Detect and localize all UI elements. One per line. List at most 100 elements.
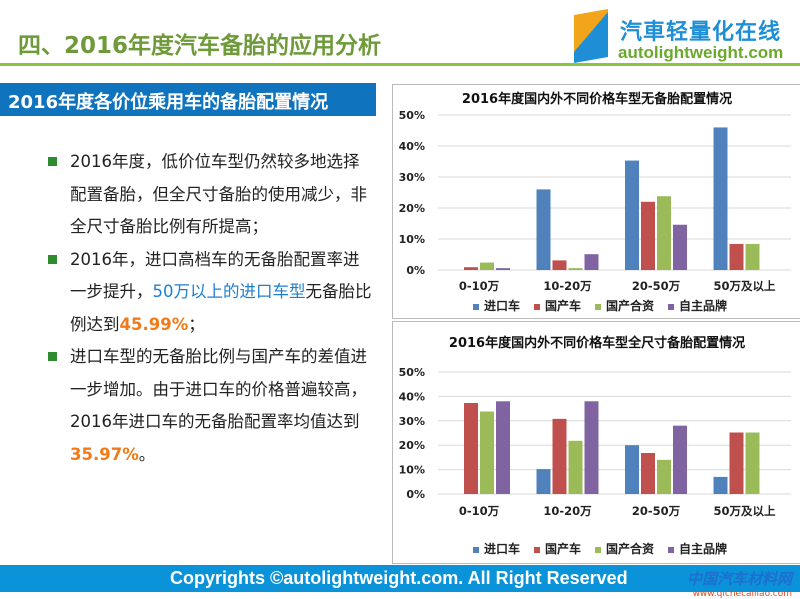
bullet-text: 。 [138,444,156,464]
bar-国产车 [729,243,744,270]
chart-legend: 进口车 国产车 国产合资 自主品牌 [473,297,727,314]
bullet-item: 2016年度，低价位车型仍然较多地选择配置备胎，但全尺寸备胎的使用减少，非全尺寸… [44,146,374,244]
bar-国产车 [552,418,567,494]
legend-label: 自主品牌 [679,542,728,556]
x-tick-label: 50万及以上 [713,279,776,293]
legend-label: 国产车 [545,299,582,313]
x-tick-label: 10-20万 [543,279,592,293]
y-tick-label: 0% [406,264,425,277]
y-tick-label: 20% [399,202,425,215]
y-tick-label: 20% [399,439,425,452]
y-tick-label: 0% [406,488,425,501]
bar-国产车 [641,453,655,494]
legend-label: 进口车 [484,299,521,313]
bullet-icon [48,352,57,361]
x-tick-label: 0-10万 [459,504,500,518]
legend-swatch [668,546,675,553]
legend-item: 进口车 [473,297,520,314]
bullet-item: 进口车型的无备胎比例与国产车的差值进一步增加。由于进口车的价格普遍较高，2016… [44,341,374,471]
bar-自主品牌 [496,401,510,494]
chart-full-size-spare: 2016年度国内外不同价格车型全尺寸备胎配置情况 0% 10% 20% 30% 40% 50… [392,321,800,564]
legend-item: 进口车 [473,540,520,557]
legend-item: 国产车 [534,540,581,557]
logo: 汽車轻量化在线 autolightweight.com [574,9,794,66]
bar-自主品牌 [496,268,510,270]
bar-自主品牌 [673,224,687,270]
legend-item: 自主品牌 [668,540,727,557]
y-tick-label: 40% [399,390,425,403]
page-title: 四、2016年度汽车备胎的应用分析 [18,33,382,59]
highlight-value: 35.97% [70,444,139,464]
bar-进口车 [713,127,728,270]
bullet-text: ； [188,314,205,334]
bar-国产合资 [745,432,760,494]
watermark-en: www.qichecailiao.com [692,589,792,599]
x-tick-label: 20-50万 [632,504,681,518]
x-tick-label: 0-10万 [459,279,500,293]
bullet-text: 2016年，进口高档车的无备胎配置率进一步提升， [70,249,360,302]
legend-item: 自主品牌 [668,297,727,314]
logo-en: autolightweight.com [618,43,784,62]
bar-国产合资 [657,196,671,270]
bullet-text: 2016年度，低价位车型仍然较多地选择配置备胎，但全尺寸备胎的使用减少，非全尺寸… [70,152,367,236]
highlight-value: 45.99% [119,314,189,334]
legend-item: 国产合资 [595,540,654,557]
legend-label: 国产合资 [606,299,655,313]
chart-svg: 2016年度国内外不同价格车型无备胎配置情况 0% 10% 20% 30% 40% 50% 0… [399,91,791,293]
legend-label: 自主品牌 [679,299,728,313]
legend-label: 国产合资 [606,542,655,556]
bar-进口车 [536,189,551,270]
bullet-text: 无备胎比例达到 [70,282,372,334]
divider [0,63,800,66]
bar-进口车 [625,445,639,494]
bullet-item: 2016年，进口高档车的无备胎配置率进一步提升，50万以上的进口车型无备胎比例达… [44,244,374,342]
legend-swatch [668,303,675,310]
section-title: 2016年度各价位乘用车的备胎配置情况 [0,83,376,116]
y-tick-label: 40% [399,140,425,153]
bar-国产车 [464,267,478,270]
bar-国产合资 [657,459,671,494]
y-tick-label: 50% [399,366,425,379]
legend-label: 进口车 [484,542,521,556]
legend-swatch [534,546,541,553]
legend-item: 国产车 [534,297,581,314]
logo-icon [574,9,608,63]
bar-自主品牌 [584,401,599,494]
bar-国产车 [641,201,655,270]
legend-swatch [473,546,479,553]
bullet-icon [48,157,57,166]
bar-进口车 [625,160,639,270]
bar-国产车 [464,402,478,494]
y-tick-label: 30% [399,415,425,428]
bar-国产合资 [568,268,583,270]
legend-swatch [595,546,602,553]
y-tick-label: 10% [399,464,425,477]
legend-swatch [473,303,479,310]
bar-国产合资 [480,262,494,270]
legend-swatch [595,303,602,310]
legend-label: 国产车 [545,542,582,556]
chart-legend: 进口车 国产车 国产合资 自主品牌 [473,540,727,557]
chart-svg: 2016年度国内外不同价格车型全尺寸备胎配置情况 0% 10% 20% 30% 40% 50… [399,335,791,518]
chart-title: 2016年度国内外不同价格车型无备胎配置情况 [462,91,732,107]
chart-no-spare-tire: 2016年度国内外不同价格车型无备胎配置情况 0% 10% 20% 30% 40% 50% 0… [392,84,800,319]
y-tick-label: 30% [399,171,425,184]
bullet-icon [48,254,57,264]
bar-国产车 [729,432,744,494]
watermark-logo: 中国汽车材料网 www.qichecailiao.com [687,568,792,599]
legend-item: 国产合资 [595,297,654,314]
x-tick-label: 10-20万 [543,504,592,518]
x-tick-label: 50万及以上 [713,504,776,518]
x-tick-label: 20-50万 [632,279,681,293]
logo-cn: 汽車轻量化在线 [620,20,782,45]
bar-自主品牌 [584,254,599,270]
bar-进口车 [536,469,551,494]
bar-国产合资 [480,411,494,494]
bar-国产合资 [568,440,583,494]
chart-title: 2016年度国内外不同价格车型全尺寸备胎配置情况 [449,335,745,351]
y-tick-label: 50% [399,109,425,122]
bar-自主品牌 [673,425,687,494]
watermark-cn: 中国汽车材料网 [686,570,792,588]
bullet-text: 进口车型的无备胎比例与国产车的差值进一步增加。由于进口车的价格普遍较高，2016… [70,347,367,431]
bullet-list: 2016年度，低价位车型仍然较多地选择配置备胎，但全尺寸备胎的使用减少，非全尺寸… [44,146,374,471]
